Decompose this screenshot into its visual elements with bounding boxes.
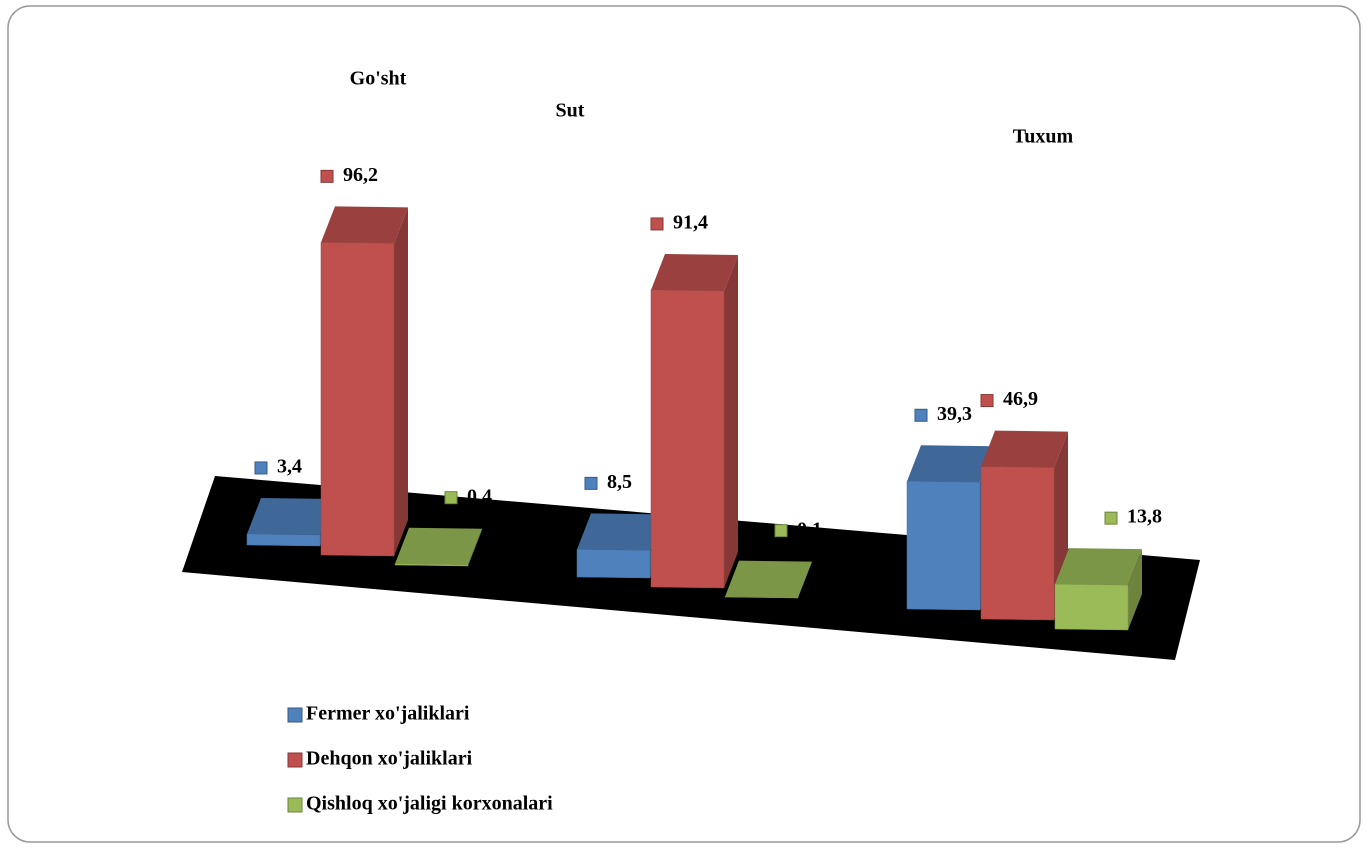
label-key (584, 476, 598, 490)
bar-top (981, 430, 1068, 468)
value-label: 96,2 (343, 164, 378, 186)
bar-top (725, 560, 812, 598)
legend-label: Dehqon xo'jaliklari (306, 748, 473, 770)
bar-front (246, 533, 321, 547)
value-label: 3,4 (277, 456, 302, 478)
value-label: 0,4 (467, 485, 492, 507)
label-key (774, 524, 788, 538)
bar-front (724, 596, 799, 599)
category-title: Go'sht (350, 68, 407, 90)
bar-front (906, 481, 981, 611)
bar-top (395, 527, 482, 565)
bar-side (724, 254, 738, 588)
value-label: 91,4 (673, 212, 708, 234)
label-key (914, 408, 928, 422)
bar-top (247, 497, 334, 535)
bar-side (468, 528, 482, 566)
label-key (320, 169, 334, 183)
bar-front (1054, 583, 1129, 631)
category-title: Tuxum (1013, 126, 1074, 148)
bar-top (577, 513, 664, 551)
bar-front (980, 466, 1055, 621)
bar-top (321, 206, 408, 244)
bar-front (394, 563, 469, 567)
label-key (1104, 511, 1118, 525)
label-key (254, 461, 268, 475)
bar-side (798, 561, 812, 598)
value-label: 13,8 (1127, 506, 1162, 528)
legend-key (287, 797, 303, 813)
label-key (650, 217, 664, 231)
bar-top (1055, 548, 1142, 586)
category-title: Sut (556, 100, 585, 122)
value-label: 0,1 (797, 518, 822, 540)
bar-front (650, 289, 725, 589)
legend-label: Qishloq xo'jaligi korxonalari (306, 793, 553, 815)
legend-label: Fermer xo'jaliklari (306, 703, 470, 725)
label-key (444, 491, 458, 505)
legend-key (287, 752, 303, 768)
bar-front (576, 549, 651, 579)
value-label: 8,5 (607, 471, 632, 493)
value-label: 46,9 (1003, 388, 1038, 410)
bar-top (651, 253, 738, 291)
label-key (980, 394, 994, 408)
value-label: 39,3 (937, 403, 972, 425)
bar-side (1128, 549, 1142, 630)
bar-top (907, 445, 994, 483)
legend-key (287, 707, 303, 723)
bar-side (394, 207, 408, 556)
bar-front (320, 242, 395, 557)
